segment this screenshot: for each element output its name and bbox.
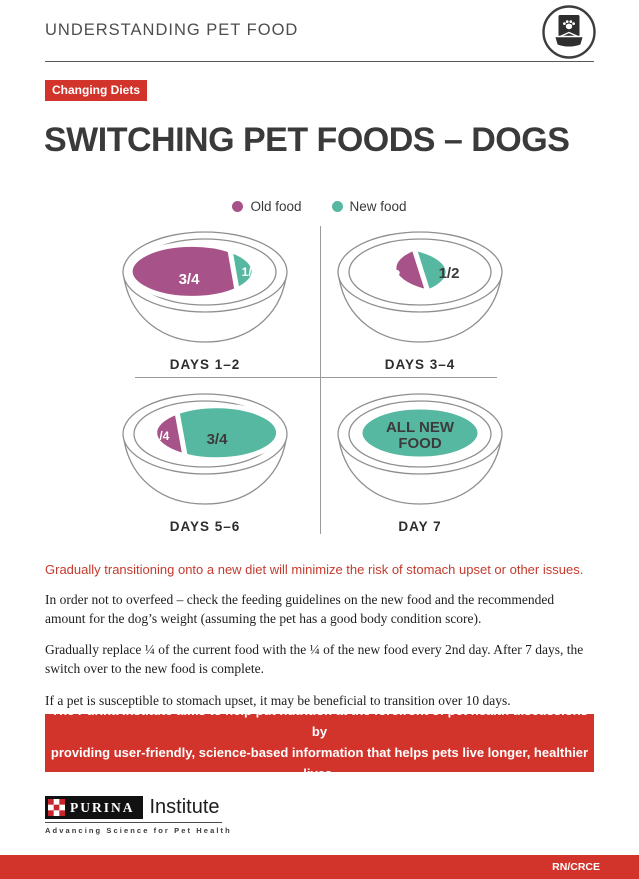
bowl-diagram-grid: 3/4 1/4 DAYS 1–2 1/2 1/2 DAYS 3–4 (115, 226, 510, 534)
section-badge: Changing Diets (45, 80, 148, 101)
institute-text: Institute (149, 796, 220, 818)
new-fraction-label: 1/4 (242, 265, 259, 279)
purina-institute-logo: PURINA Institute Advancing Science for P… (45, 796, 230, 835)
bowl-days-1-2: 3/4 1/4 DAYS 1–2 (115, 228, 295, 372)
purina-brand-text: PURINA (70, 799, 135, 815)
old-food-dot-icon (232, 201, 244, 212)
paragraph-gradual-replace: Gradually replace ¼ of the current food … (45, 642, 584, 677)
grid-divider-horizontal (135, 377, 497, 378)
legend-new-label: New food (349, 199, 407, 214)
bowl-day-7: ALL NEW FOOD DAY 7 (330, 390, 510, 534)
bowl-day-7-label: DAY 7 (398, 519, 442, 534)
purina-checkerboard-icon (48, 799, 65, 816)
purina-institute-callout: The Purina Institute aims to help put nu… (45, 703, 594, 781)
callout-line1: The Purina Institute aims to help put nu… (51, 703, 588, 740)
bowl-days-5-6-graphic: 1/4 3/4 (122, 393, 288, 505)
legend-item-new-food: New food (331, 199, 407, 214)
grid-divider-vertical (320, 226, 321, 534)
legend-old-label: Old food (250, 199, 302, 214)
old-fraction-label: 3/4 (179, 271, 201, 288)
pet-food-bag-and-bowl-icon (541, 4, 597, 60)
bowl-days-5-6: 1/4 3/4 DAYS 5–6 (115, 390, 295, 534)
bowl-days-1-2-graphic: 3/4 1/4 (122, 231, 288, 343)
all-new-food-label-line1: ALL NEW (386, 419, 455, 436)
header-divider (45, 61, 594, 62)
body-paragraphs: In order not to overfeed – check the fee… (45, 590, 594, 722)
purina-logo-box: PURINA (45, 796, 143, 819)
document-code: RN/CRCE (552, 861, 600, 873)
callout-line2: providing user-friendly, science-based i… (50, 745, 589, 781)
old-fraction-label: 1/2 (380, 267, 401, 284)
bowl-days-3-4: 1/2 1/2 DAYS 3–4 (330, 228, 510, 372)
page-title: SWITCHING PET FOODS – DOGS (44, 121, 570, 159)
bowl-day-7-graphic: ALL NEW FOOD (337, 393, 503, 505)
legend-item-old-food: Old food (232, 199, 302, 214)
highlight-sentence: Gradually transitioning onto a new diet … (45, 562, 584, 577)
all-new-food-label-line2: FOOD (398, 435, 441, 452)
legend: Old food New food (0, 199, 639, 214)
new-fraction-label: 3/4 (207, 431, 229, 448)
paragraph-stomach-upset: If a pet is susceptible to stomach upset… (45, 692, 511, 708)
paragraph-feeding-guidelines: In order not to overfeed – check the fee… (45, 592, 555, 627)
header-title: UNDERSTANDING PET FOOD (45, 21, 299, 39)
bowl-days-1-2-label: DAYS 1–2 (169, 357, 241, 372)
logo-tagline: Advancing Science for Pet Health (45, 822, 230, 835)
new-fraction-label: 1/2 (439, 265, 460, 282)
bottom-bar: RN/CRCE (0, 855, 639, 879)
bowl-days-5-6-label: DAYS 5–6 (169, 519, 241, 534)
old-fraction-label: 1/4 (153, 429, 170, 443)
new-food-dot-icon (331, 201, 343, 212)
bowl-days-3-4-graphic: 1/2 1/2 (337, 231, 503, 343)
bowl-days-3-4-label: DAYS 3–4 (384, 357, 456, 372)
